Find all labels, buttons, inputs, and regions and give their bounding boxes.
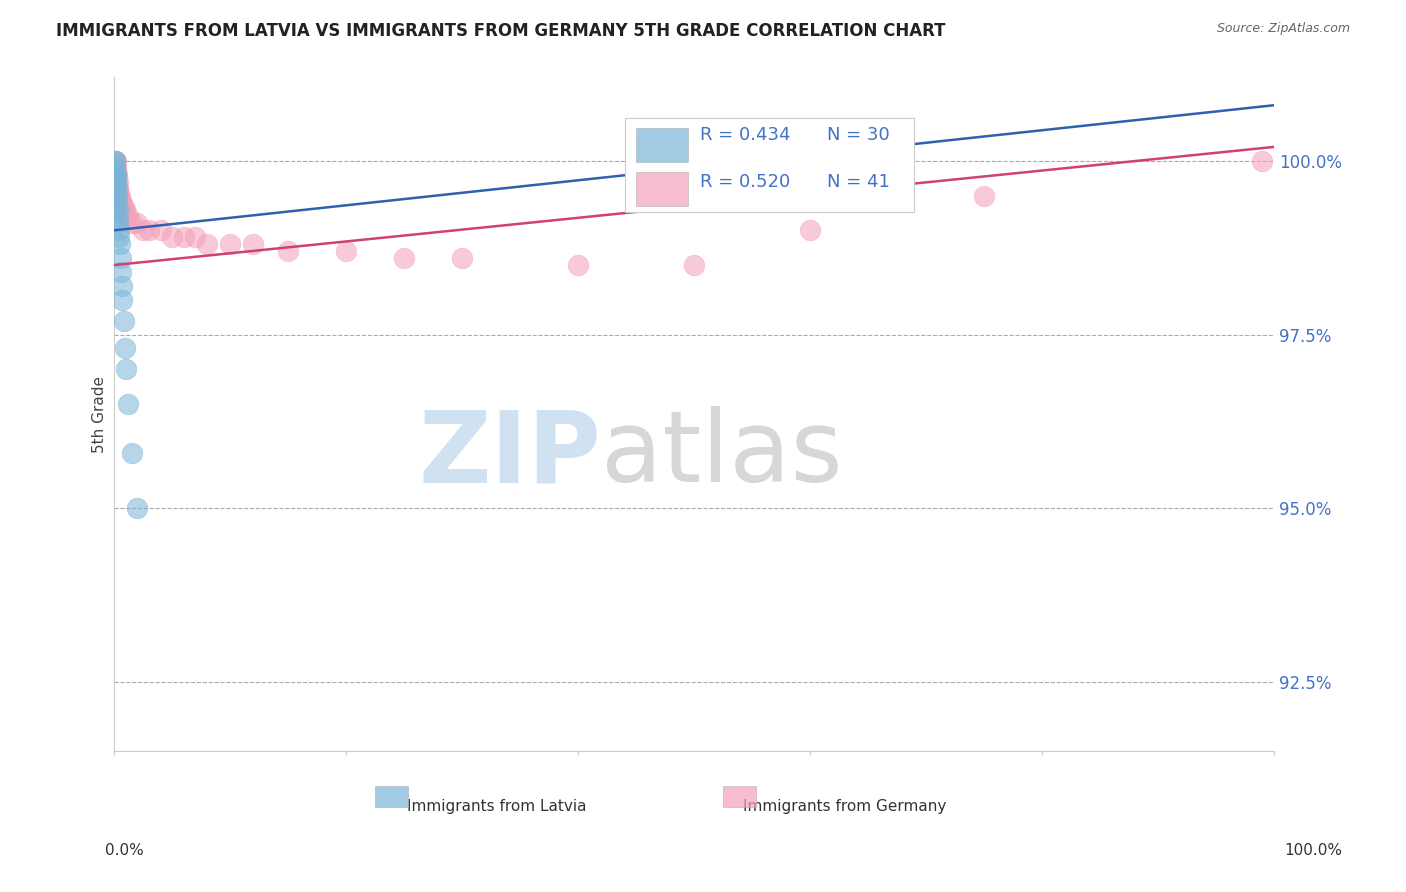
Point — [105, 161, 128, 175]
Text: R = 0.434: R = 0.434 — [700, 126, 790, 144]
Point — [451, 251, 474, 265]
Text: 0.0%: 0.0% — [105, 843, 145, 858]
Point — [110, 251, 132, 265]
Point — [111, 202, 134, 217]
Text: N = 30: N = 30 — [828, 126, 890, 144]
Point — [111, 279, 134, 293]
Point — [117, 397, 139, 411]
Point — [114, 342, 136, 356]
Point — [110, 265, 132, 279]
Point — [108, 230, 131, 244]
Point — [111, 195, 134, 210]
Text: 100.0%: 100.0% — [1285, 843, 1343, 858]
Point — [173, 230, 195, 244]
Point — [117, 210, 139, 224]
Point — [121, 445, 143, 459]
Text: IMMIGRANTS FROM LATVIA VS IMMIGRANTS FROM GERMANY 5TH GRADE CORRELATION CHART: IMMIGRANTS FROM LATVIA VS IMMIGRANTS FRO… — [56, 22, 946, 40]
Point — [108, 188, 131, 202]
Y-axis label: 5th Grade: 5th Grade — [93, 376, 107, 453]
Point — [115, 210, 138, 224]
Point — [105, 188, 128, 202]
Point — [110, 195, 132, 210]
Point — [104, 175, 127, 189]
Point — [107, 181, 129, 195]
Text: N = 41: N = 41 — [828, 173, 890, 191]
Point — [105, 202, 128, 217]
Point — [104, 188, 127, 202]
Point — [114, 202, 136, 217]
Point — [277, 244, 299, 259]
Bar — [375, 786, 408, 807]
Point — [973, 188, 995, 202]
Point — [138, 223, 160, 237]
Point — [107, 175, 129, 189]
Point — [105, 181, 128, 195]
Point — [105, 195, 128, 210]
Point — [149, 223, 172, 237]
Bar — [723, 786, 755, 807]
Point — [107, 202, 129, 217]
Point — [104, 153, 127, 168]
Point — [683, 258, 706, 272]
Point — [108, 188, 131, 202]
Point — [105, 168, 128, 182]
Point — [105, 168, 128, 182]
Point — [104, 153, 127, 168]
Text: Source: ZipAtlas.com: Source: ZipAtlas.com — [1216, 22, 1350, 36]
Point — [567, 258, 589, 272]
Point — [104, 161, 127, 175]
Point — [127, 501, 149, 516]
Point — [335, 244, 357, 259]
Point — [162, 230, 184, 244]
Point — [108, 223, 131, 237]
Point — [104, 181, 127, 195]
Bar — [636, 172, 689, 205]
Point — [1251, 153, 1274, 168]
Point — [107, 181, 129, 195]
Point — [107, 210, 129, 224]
Point — [110, 195, 132, 210]
Point — [104, 168, 127, 182]
Point — [105, 175, 128, 189]
Point — [115, 362, 138, 376]
Text: atlas: atlas — [602, 407, 844, 503]
Point — [108, 188, 131, 202]
Text: ZIP: ZIP — [419, 407, 602, 503]
Point — [121, 216, 143, 230]
Point — [104, 153, 127, 168]
Point — [132, 223, 155, 237]
Point — [111, 293, 134, 307]
Point — [799, 223, 821, 237]
FancyBboxPatch shape — [624, 118, 914, 212]
Point — [195, 237, 218, 252]
Point — [107, 216, 129, 230]
Point — [219, 237, 242, 252]
Point — [392, 251, 415, 265]
Text: R = 0.520: R = 0.520 — [700, 173, 790, 191]
Text: Immigrants from Latvia: Immigrants from Latvia — [408, 798, 586, 814]
Point — [104, 153, 127, 168]
Point — [112, 202, 135, 217]
Point — [112, 313, 135, 327]
Point — [105, 168, 128, 182]
Point — [184, 230, 207, 244]
Point — [105, 175, 128, 189]
Point — [105, 161, 128, 175]
Point — [242, 237, 264, 252]
Point — [127, 216, 149, 230]
Point — [104, 168, 127, 182]
Bar — [636, 128, 689, 161]
Text: Immigrants from Germany: Immigrants from Germany — [744, 798, 946, 814]
Point — [108, 237, 131, 252]
